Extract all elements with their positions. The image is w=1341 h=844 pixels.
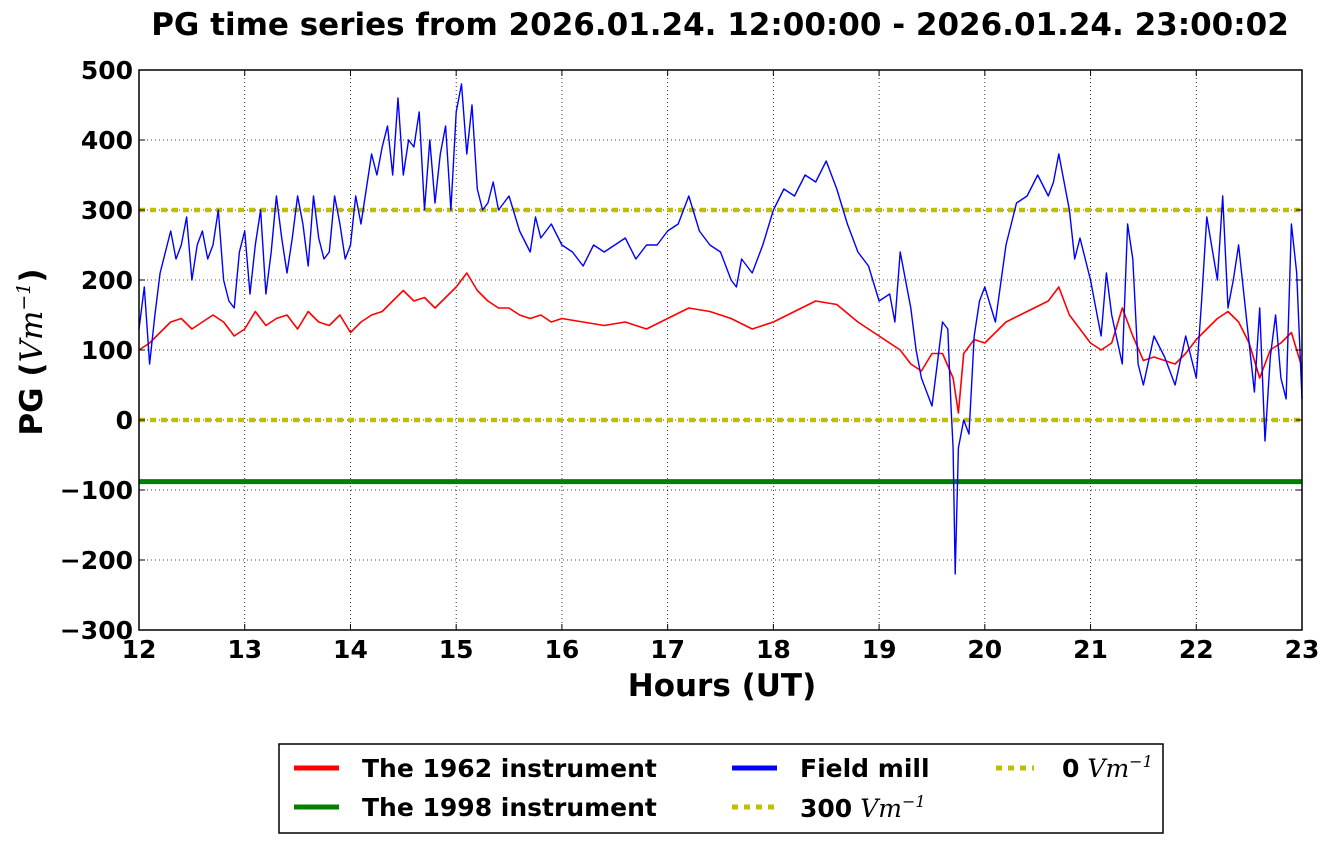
y-tick-label: −300 [60,616,133,645]
y-axis-label-exponent: −1 [13,283,35,311]
legend-label-field-mill: Field mill [800,754,930,783]
y-tick-label: 300 [81,196,133,225]
x-tick-label: 14 [333,635,368,664]
x-tick-label: 22 [1179,635,1214,664]
legend: The 1962 instrument The 1998 instrument … [278,743,1164,834]
legend-label-0: 0 Vm−1 [1062,752,1153,783]
x-tick-label: 21 [1073,635,1108,664]
x-axis-label: Hours (UT) [628,668,817,704]
legend-label-0-value: 0 [1062,754,1079,783]
x-tick-label: 19 [862,635,897,664]
legend-label-300-unit: Vm [860,794,902,823]
legend-label-0-exponent: −1 [1129,752,1153,771]
y-tick-label: 400 [81,126,133,155]
series-1962-instrument [138,272,1303,414]
series-field-mill [138,83,1303,575]
y-axis-label-suffix: ) [14,268,50,282]
tick-marks [138,69,1303,631]
y-tick-label: −100 [60,476,133,505]
x-tick-labels: 12 13 14 15 16 17 18 19 20 21 22 23 [122,635,1320,664]
x-tick-label: 13 [227,635,262,664]
y-tick-label: −200 [60,546,133,575]
y-tick-label: 200 [81,266,133,295]
y-tick-label: 0 [116,406,133,435]
chart-title: PG time series from 2026.01.24. 12:00:00… [151,7,1289,43]
x-tick-label: 18 [756,635,791,664]
x-tick-label: 12 [122,635,157,664]
legend-label-300-value: 300 [800,794,852,823]
y-tick-label: 100 [81,336,133,365]
legend-box [278,743,1164,834]
x-tick-label: 15 [439,635,474,664]
y-axis-label: PG (Vm−1) [13,268,50,435]
x-tick-label: 16 [545,635,580,664]
legend-label-0-unit: Vm [1087,754,1129,783]
y-axis-label-prefix: PG ( [14,362,50,435]
legend-label-1962: The 1962 instrument [362,754,657,783]
y-tick-label: 500 [81,56,133,85]
y-axis-label-unit: Vm [14,311,50,363]
series-lines [138,83,1303,575]
legend-label-1998: The 1998 instrument [362,793,657,822]
legend-label-300: 300 Vm−1 [800,792,926,823]
legend-label-300-exponent: −1 [902,792,926,811]
x-tick-label: 20 [967,635,1002,664]
y-tick-labels: −300 −200 −100 0 100 200 300 400 500 [60,56,133,645]
x-tick-label: 23 [1285,635,1320,664]
x-tick-label: 17 [650,635,685,664]
